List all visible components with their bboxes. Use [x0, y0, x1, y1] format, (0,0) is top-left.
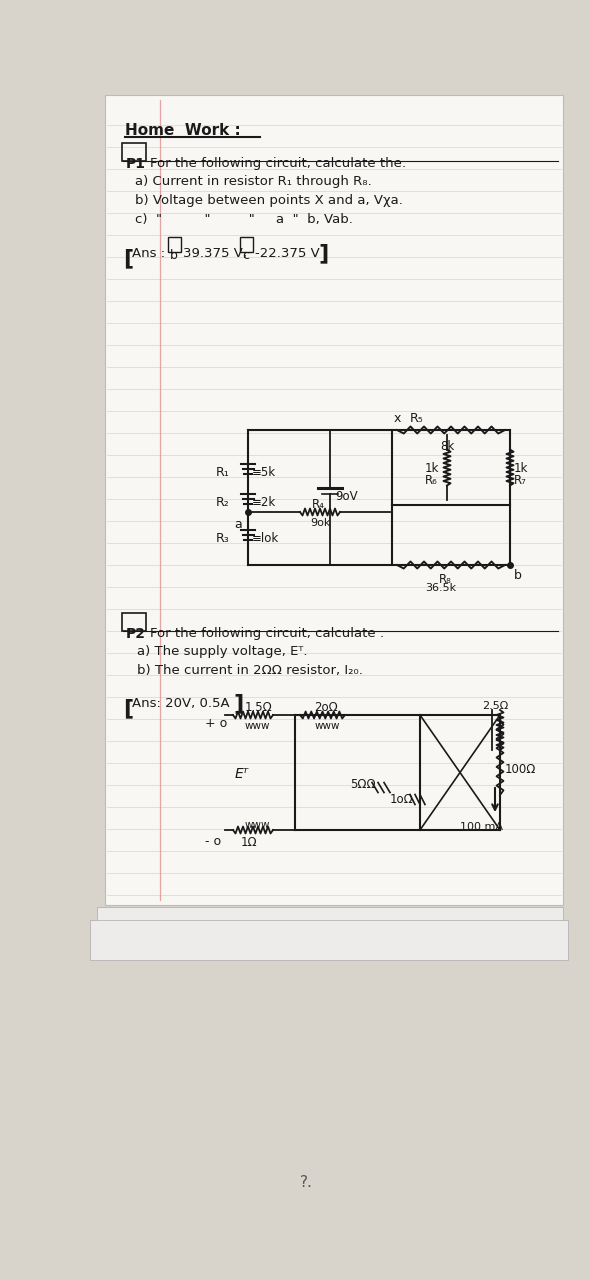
Text: [: [	[123, 698, 133, 718]
Text: 1Ω: 1Ω	[241, 836, 257, 849]
Text: 9ok: 9ok	[310, 518, 330, 529]
Text: - o: - o	[205, 835, 221, 849]
Text: www: www	[245, 721, 270, 731]
Text: R₂: R₂	[216, 497, 230, 509]
Text: [: [	[123, 248, 133, 268]
Text: R₅: R₅	[410, 412, 424, 425]
Text: 1k: 1k	[514, 462, 529, 475]
Text: R₃: R₃	[216, 532, 230, 545]
Text: 39.375 V,: 39.375 V,	[183, 247, 247, 260]
Text: ≡2k: ≡2k	[252, 497, 276, 509]
Text: For the following circuit, calculate the:: For the following circuit, calculate the…	[150, 157, 407, 170]
FancyBboxPatch shape	[97, 908, 563, 937]
Text: a: a	[234, 518, 242, 531]
Text: a) Current in resistor R₁ through R₈.: a) Current in resistor R₁ through R₈.	[135, 175, 372, 188]
Text: 2oΩ: 2oΩ	[314, 701, 338, 714]
Text: ?.: ?.	[300, 1175, 313, 1190]
Text: ≡lok: ≡lok	[252, 532, 279, 545]
Text: a) The supply voltage, Eᵀ.: a) The supply voltage, Eᵀ.	[137, 645, 307, 658]
Text: 1k: 1k	[425, 462, 440, 475]
Text: 9oV: 9oV	[335, 489, 358, 503]
Text: R₈: R₈	[438, 573, 451, 586]
Text: Ans :: Ans :	[132, 247, 165, 260]
Text: For the following circuit, calculate :: For the following circuit, calculate :	[150, 627, 384, 640]
FancyBboxPatch shape	[90, 920, 568, 960]
Text: 100Ω: 100Ω	[505, 763, 536, 776]
Text: P1: P1	[126, 157, 146, 172]
Text: ]: ]	[318, 243, 328, 262]
FancyBboxPatch shape	[105, 95, 563, 905]
Text: 8k: 8k	[440, 440, 454, 453]
Text: P2: P2	[126, 627, 146, 641]
Text: b: b	[170, 250, 178, 262]
Text: c)  "          "         "     a  "  b, Vab.: c) " " " a " b, Vab.	[135, 212, 353, 227]
Text: 36.5k: 36.5k	[425, 582, 457, 593]
Text: www: www	[314, 721, 340, 731]
Text: 2.5Ω: 2.5Ω	[482, 701, 508, 710]
Text: Ans: 20V, 0.5A: Ans: 20V, 0.5A	[132, 698, 230, 710]
Text: R₄: R₄	[312, 498, 325, 511]
Text: b) The current in 2ΩΩ resistor, I₂₀.: b) The current in 2ΩΩ resistor, I₂₀.	[137, 664, 363, 677]
Text: 5ΩΩ: 5ΩΩ	[350, 777, 376, 791]
Text: R₁: R₁	[216, 466, 230, 479]
Text: 1.5Ω: 1.5Ω	[245, 701, 273, 714]
Text: 1oΩ: 1oΩ	[390, 792, 414, 805]
Text: R₆: R₆	[425, 474, 438, 486]
Text: c: c	[242, 250, 249, 262]
Text: b: b	[514, 570, 522, 582]
Text: b) Voltage between points X and a, Vχa.: b) Voltage between points X and a, Vχa.	[135, 195, 403, 207]
Text: 100 mA: 100 mA	[460, 822, 503, 832]
Text: ≡5k: ≡5k	[252, 466, 276, 479]
Text: www: www	[245, 820, 270, 829]
Text: ]: ]	[233, 692, 243, 713]
Text: x: x	[394, 412, 401, 425]
Text: -22.375 V: -22.375 V	[255, 247, 320, 260]
Text: + o: + o	[205, 717, 227, 730]
Text: Eᵀ: Eᵀ	[235, 767, 249, 781]
Text: Home  Work :: Home Work :	[125, 123, 241, 138]
Text: R₇: R₇	[514, 474, 527, 486]
